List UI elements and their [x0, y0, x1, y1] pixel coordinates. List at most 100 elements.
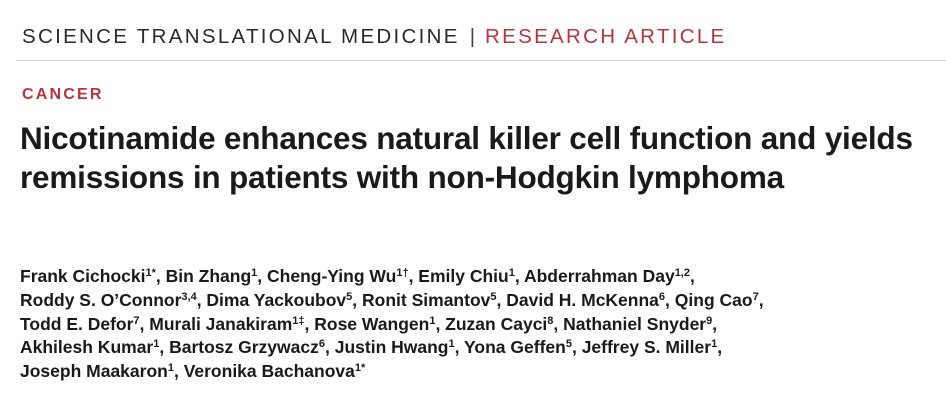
- affiliation-superscript[interactable]: 1: [711, 338, 717, 350]
- article-type: RESEARCH ARTICLE: [485, 25, 727, 48]
- affiliation-superscript[interactable]: 1*: [355, 362, 365, 374]
- affiliation-number: 1: [448, 338, 455, 351]
- author-name[interactable]: Akhilesh Kumar1: [20, 337, 159, 357]
- affiliation-number: 7: [752, 290, 759, 303]
- author-name[interactable]: Roddy S. O’Connor3,4: [20, 290, 197, 310]
- affiliation-superscript[interactable]: 1‡: [292, 315, 304, 327]
- author-name[interactable]: Bartosz Grzywacz6: [169, 337, 325, 357]
- affiliation-number: 5: [490, 290, 497, 303]
- author-name-text: Bin Zhang: [165, 266, 252, 286]
- affiliation-superscript[interactable]: 1: [429, 315, 435, 327]
- author-name[interactable]: Jeffrey S. Miller1: [582, 337, 718, 357]
- author-name[interactable]: Abderrahman Day1,2: [524, 266, 690, 286]
- author-name[interactable]: Zuzan Cayci8: [445, 314, 553, 334]
- affiliation-superscript[interactable]: 1: [509, 267, 515, 279]
- author-note-mark: *: [361, 362, 366, 375]
- author-name[interactable]: Nathaniel Snyder9: [563, 314, 712, 334]
- affiliation-number: 1: [711, 338, 718, 351]
- author-name-text: Dima Yackoubov: [206, 289, 347, 310]
- author-name[interactable]: Todd E. Defor7: [20, 314, 140, 334]
- affiliation-superscript[interactable]: 5: [566, 338, 572, 350]
- author-list: Frank Cichocki1*, Bin Zhang1, Cheng-Ying…: [20, 265, 940, 384]
- header-divider: [16, 60, 946, 61]
- author-name[interactable]: Murali Janakiram1‡: [149, 314, 304, 334]
- affiliation-number: 7: [133, 314, 140, 327]
- author-name[interactable]: Frank Cichocki1*: [20, 266, 156, 286]
- author-line: Joseph Maakaron1, Veronika Bachanova1*: [20, 361, 366, 382]
- author-note-mark: ‡: [298, 314, 305, 327]
- author-note-mark: *: [151, 267, 156, 279]
- author-name[interactable]: Cheng-Ying Wu1†: [267, 266, 409, 286]
- author-name-text: Akhilesh Kumar: [20, 337, 154, 358]
- affiliation-number: 1: [145, 267, 152, 279]
- affiliation-number: 1: [251, 267, 258, 279]
- affiliation-superscript[interactable]: 1: [251, 267, 257, 279]
- author-name-text: Rose Wangen: [314, 313, 430, 334]
- affiliation-superscript[interactable]: 1,2: [675, 267, 690, 279]
- author-name-text: Todd E. Defor: [20, 313, 134, 334]
- author-name[interactable]: Rose Wangen1: [314, 314, 435, 334]
- author-name-text: Ronit Simantov: [362, 289, 491, 310]
- affiliation-superscript[interactable]: 1: [449, 338, 455, 350]
- affiliation-superscript[interactable]: 8: [547, 315, 553, 327]
- author-name[interactable]: Yona Geffen5: [464, 337, 572, 357]
- author-name-text: Yona Geffen: [464, 337, 566, 358]
- author-name-text: Frank Cichocki: [20, 266, 146, 286]
- author-name[interactable]: Joseph Maakaron1: [20, 361, 174, 381]
- author-name-text: Jeffrey S. Miller: [581, 337, 712, 358]
- author-name-text: Veronika Bachanova: [183, 361, 355, 382]
- affiliation-number: 5: [565, 338, 572, 351]
- author-name[interactable]: Ronit Simantov5: [362, 290, 496, 310]
- author-name[interactable]: Veronika Bachanova1*: [184, 361, 366, 381]
- author-name-text: Abderrahman Day: [523, 266, 675, 286]
- affiliation-superscript[interactable]: 7: [133, 315, 139, 327]
- affiliation-number: 8: [547, 314, 554, 327]
- affiliation-superscript[interactable]: 1: [168, 362, 174, 374]
- author-line: Frank Cichocki1*, Bin Zhang1, Cheng-Ying…: [20, 266, 695, 286]
- affiliation-superscript[interactable]: 7: [753, 291, 759, 303]
- affiliation-superscript[interactable]: 1: [153, 338, 159, 350]
- affiliation-number: 1: [292, 314, 299, 327]
- affiliation-superscript[interactable]: 6: [319, 338, 325, 350]
- author-name[interactable]: Qing Cao7: [675, 290, 759, 310]
- affiliation-superscript[interactable]: 9: [706, 315, 712, 327]
- affiliation-number: 3,4: [181, 290, 197, 303]
- author-name-text: Murali Janakiram: [149, 313, 293, 334]
- affiliation-superscript[interactable]: 5: [490, 291, 496, 303]
- author-name-text: Qing Cao: [674, 289, 753, 310]
- author-name-text: Nathaniel Snyder: [563, 313, 707, 334]
- affiliation-number: 1: [153, 338, 160, 351]
- journal-header: SCIENCE TRANSLATIONAL MEDICINE | RESEARC…: [22, 20, 727, 54]
- affiliation-superscript[interactable]: 6: [659, 291, 665, 303]
- header-separator: |: [469, 25, 476, 48]
- affiliation-number: 1: [429, 314, 436, 327]
- category-label: CANCER: [22, 86, 104, 103]
- affiliation-superscript[interactable]: 1†: [396, 267, 408, 279]
- author-name-text: Bartosz Grzywacz: [169, 337, 319, 358]
- article-title: Nicotinamide enhances natural killer cel…: [20, 120, 913, 195]
- affiliation-number: 6: [318, 338, 325, 351]
- affiliation-superscript[interactable]: 5: [346, 291, 352, 303]
- affiliation-number: 1: [354, 362, 362, 375]
- affiliation-superscript[interactable]: 1*: [145, 267, 155, 279]
- author-name-text: Joseph Maakaron: [20, 361, 168, 382]
- author-name[interactable]: Emily Chiu1: [418, 266, 515, 286]
- author-name-text: David H. McKenna: [506, 289, 659, 310]
- affiliation-superscript[interactable]: 3,4: [181, 291, 196, 303]
- author-name-text: Emily Chiu: [418, 266, 509, 286]
- author-name-text: Justin Hwang: [334, 337, 449, 358]
- affiliation-number: 1: [167, 362, 174, 375]
- author-name-text: Cheng-Ying Wu: [267, 266, 397, 286]
- affiliation-number: 1: [396, 267, 403, 279]
- affiliation-number: 1: [508, 267, 515, 279]
- author-line: Akhilesh Kumar1, Bartosz Grzywacz6, Just…: [20, 337, 723, 358]
- author-line: Roddy S. O’Connor3,4, Dima Yackoubov5, R…: [20, 289, 764, 310]
- author-name[interactable]: Dima Yackoubov5: [206, 290, 352, 310]
- author-name[interactable]: David H. McKenna6: [506, 290, 665, 310]
- author-note-mark: †: [402, 267, 409, 279]
- affiliation-number: 1,2: [674, 267, 690, 279]
- author-name-text: Roddy S. O’Connor: [20, 289, 182, 310]
- affiliation-number: 5: [346, 290, 353, 303]
- author-name[interactable]: Bin Zhang1: [166, 266, 258, 286]
- author-name[interactable]: Justin Hwang1: [335, 337, 455, 357]
